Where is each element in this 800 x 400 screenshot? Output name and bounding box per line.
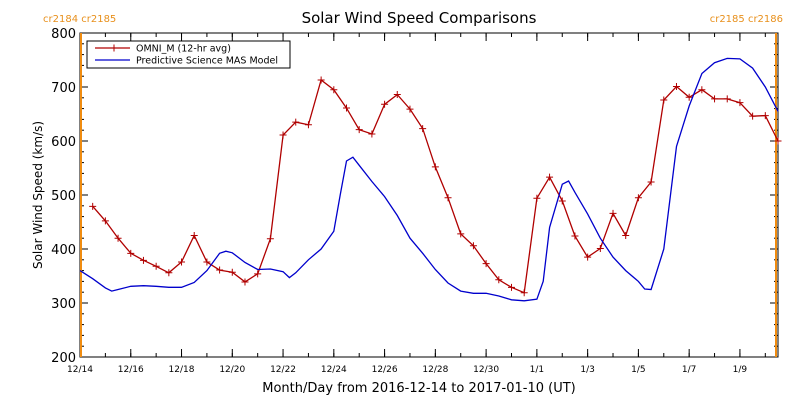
omni-data-point [444,194,452,202]
x-tick-label: 12/28 [422,365,448,375]
y-axis-label: Solar Wind Speed (km/s) [31,121,45,269]
legend-box [86,40,291,69]
y-tick-label: 600 [51,135,76,150]
omni-data-point [355,126,363,134]
omni-data-point [178,258,186,266]
x-tick-label: 12/26 [372,365,398,375]
omni-data-point [761,112,769,120]
omni-data-point [736,99,744,107]
omni-data-point [723,95,731,103]
omni-data-point [279,131,287,139]
x-tick-label: 1/1 [530,365,544,375]
carrington-label-right: cr2185 cr2186 [710,14,783,25]
omni-data-point [469,242,477,250]
omni-data-point [368,130,376,138]
omni-data-point [584,253,592,261]
x-tick-label: 12/20 [219,365,245,375]
x-tick-label: 12/14 [67,365,93,375]
omni-data-point [520,289,528,297]
x-axis-label: Month/Day from 2016-12-14 to 2017-01-10 … [262,381,575,396]
omni-data-point [152,262,160,270]
x-tick-label: 1/9 [733,365,748,375]
chart-marks: 200 300 400 500 600 700 800 12/14 12/16 12/18 12/2… [51,27,782,375]
omni-data-point [330,86,338,94]
omni-data-point [241,278,249,286]
y-tick-label: 200 [51,351,76,366]
legend-label-1: Predictive Science MAS Model [136,56,278,67]
y-tick-label: 500 [51,189,76,204]
omni-data-point [343,104,351,112]
x-tick-label: 12/16 [118,365,144,375]
omni-data-point [393,91,401,99]
omni-data-point [672,82,680,90]
omni-data-point [304,121,312,129]
omni-data-point [317,76,325,84]
omni-data-point [89,202,97,210]
omni-data-point [660,96,668,104]
omni-data-point [165,269,173,277]
x-tick-label: 12/24 [321,365,347,375]
omni-data-point [774,137,782,145]
omni-data-point [254,270,262,278]
x-tick-label: 1/7 [682,365,696,375]
omni-data-point [507,283,515,291]
omni-data-point [698,86,706,94]
carrington-label-left: cr2184 cr2185 [43,14,116,25]
x-tick-label: 1/3 [580,365,594,375]
y-tick-label: 800 [51,27,76,42]
omni-data-point [190,232,198,239]
omni-data-point [685,93,693,101]
legend: OMNI_M (12-hr avg)Predictive Science MAS… [86,40,291,69]
omni-data-point [647,178,655,186]
x-tick-label: 12/30 [473,365,499,375]
omni-data-point [216,266,224,274]
omni-data-point [101,217,109,225]
omni-data-point [419,125,427,133]
omni-data-point [457,230,465,238]
omni-series-line [92,78,779,294]
y-tick-label: 300 [51,297,76,312]
omni-data-point [711,95,719,103]
x-tick-label: 12/18 [169,365,195,375]
omni-data-point [482,260,490,268]
omni-data-point [228,268,236,276]
omni-data-point [609,209,617,217]
chart-title: Solar Wind Speed Comparisons [302,9,537,27]
omni-data-point [533,194,541,202]
omni-data-point [114,234,122,242]
omni-data-point [749,112,757,120]
legend-label-0: OMNI_M (12-hr avg) [136,44,231,55]
omni-data-point [495,276,503,284]
omni-data-point [431,163,439,171]
x-tick-label: 12/22 [270,365,296,375]
omni-data-point [622,232,630,239]
omni-data-point [381,100,389,108]
legend-marker [110,44,118,52]
x-tick-label: 1/5 [631,365,645,375]
omni-data-point [266,235,274,243]
y-tick-label: 400 [51,243,76,258]
omni-data-point [546,173,554,181]
omni-data-point [558,197,566,205]
omni-data-point [634,194,642,202]
plot-frame [79,32,779,358]
y-tick-label: 700 [51,81,76,96]
omni-data-point [571,232,579,240]
omni-data-point [596,244,604,252]
omni-data-point [139,256,147,264]
omni-data-point [292,118,300,126]
omni-data-point [406,105,414,113]
model-series-line [79,57,779,302]
omni-data-point [127,249,135,257]
omni-data-point [203,258,211,266]
